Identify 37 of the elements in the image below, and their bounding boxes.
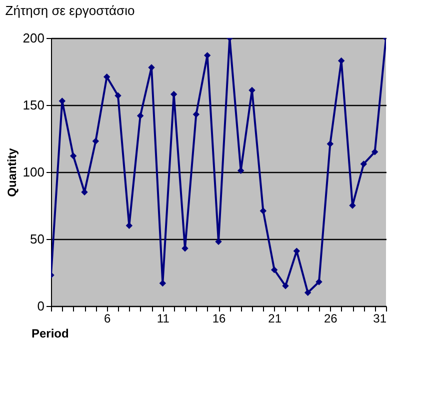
y-tick-label: 50 bbox=[30, 232, 44, 246]
point bbox=[237, 167, 244, 174]
x-tick-label: 21 bbox=[268, 312, 282, 326]
x-axis-title: Period bbox=[32, 326, 69, 340]
point bbox=[114, 92, 122, 99]
point bbox=[304, 289, 312, 296]
x-tick-label: 6 bbox=[104, 312, 111, 326]
x-tick-label: 16 bbox=[212, 312, 226, 326]
point bbox=[349, 202, 356, 209]
y-tick-label: 150 bbox=[22, 98, 44, 112]
point bbox=[182, 245, 188, 252]
point bbox=[170, 90, 178, 98]
y-tick-label: 0 bbox=[37, 298, 44, 314]
x-tick-label: 31 bbox=[373, 312, 387, 326]
point bbox=[148, 64, 155, 71]
point bbox=[282, 282, 289, 290]
y-axis-title: Quantity bbox=[4, 148, 19, 197]
y-tick-label: 200 bbox=[22, 30, 44, 46]
point bbox=[192, 111, 200, 118]
point bbox=[371, 148, 378, 156]
x-tick-label: 26 bbox=[324, 312, 338, 326]
chart-title: Ζήτηση σε εργοστάσιο bbox=[5, 3, 135, 18]
point bbox=[92, 138, 100, 145]
point bbox=[70, 152, 77, 160]
point bbox=[326, 140, 334, 148]
point bbox=[316, 278, 322, 286]
point bbox=[270, 266, 278, 274]
point bbox=[204, 52, 211, 59]
point bbox=[260, 208, 267, 214]
x-tick-label: 11 bbox=[156, 312, 170, 326]
point bbox=[126, 222, 133, 229]
point bbox=[58, 98, 66, 104]
point bbox=[159, 280, 166, 287]
point bbox=[360, 160, 368, 168]
point bbox=[103, 74, 110, 80]
y-tick-label: 100 bbox=[22, 164, 44, 180]
point bbox=[136, 112, 144, 120]
